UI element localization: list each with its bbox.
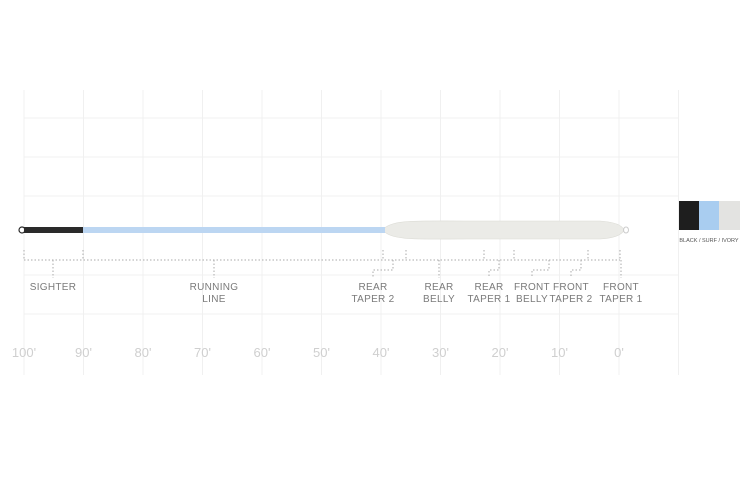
section-label: REAR bbox=[425, 282, 454, 293]
distance-label: 50' bbox=[313, 345, 330, 360]
grid bbox=[23, 90, 679, 375]
section-label: TAPER 2 bbox=[549, 294, 592, 305]
section-label: LINE bbox=[202, 294, 225, 305]
connector bbox=[570, 260, 582, 278]
section-label: BELLY bbox=[423, 294, 455, 305]
section-label: FRONT bbox=[603, 282, 639, 293]
section-label: TAPER 2 bbox=[351, 294, 394, 305]
swatch-black bbox=[679, 201, 699, 230]
swatch-surf bbox=[699, 201, 719, 230]
distance-label: 30' bbox=[432, 345, 449, 360]
connector bbox=[372, 260, 394, 278]
color-legend: BLACK / SURF / IVORY bbox=[679, 238, 739, 244]
section-label: RUNNING bbox=[190, 282, 239, 293]
loop bbox=[623, 226, 629, 234]
distance-label: 20' bbox=[492, 345, 509, 360]
sighter-black bbox=[24, 227, 83, 233]
running-line-surf bbox=[83, 227, 385, 233]
distance-label: 40' bbox=[373, 345, 390, 360]
head-ivory bbox=[382, 220, 625, 240]
distance-label: 90' bbox=[75, 345, 92, 360]
section-label: REAR bbox=[475, 282, 504, 293]
section-label: FRONT bbox=[514, 282, 550, 293]
bracket bbox=[23, 250, 622, 278]
loop bbox=[18, 226, 26, 234]
distance-label: 0' bbox=[614, 345, 624, 360]
section-label: REAR bbox=[359, 282, 388, 293]
distance-label: 80' bbox=[135, 345, 152, 360]
connector bbox=[488, 260, 500, 278]
swatch-ivory bbox=[719, 201, 740, 230]
distance-label: 100' bbox=[12, 345, 36, 360]
section-label: BELLY bbox=[516, 294, 548, 305]
connector bbox=[531, 260, 550, 278]
section-label: TAPER 1 bbox=[467, 294, 510, 305]
distance-label: 10' bbox=[551, 345, 568, 360]
section-label: TAPER 1 bbox=[599, 294, 642, 305]
distance-label: 70' bbox=[194, 345, 211, 360]
section-label: SIGHTER bbox=[30, 282, 77, 293]
distance-label: 60' bbox=[254, 345, 271, 360]
section-label: FRONT bbox=[553, 282, 589, 293]
